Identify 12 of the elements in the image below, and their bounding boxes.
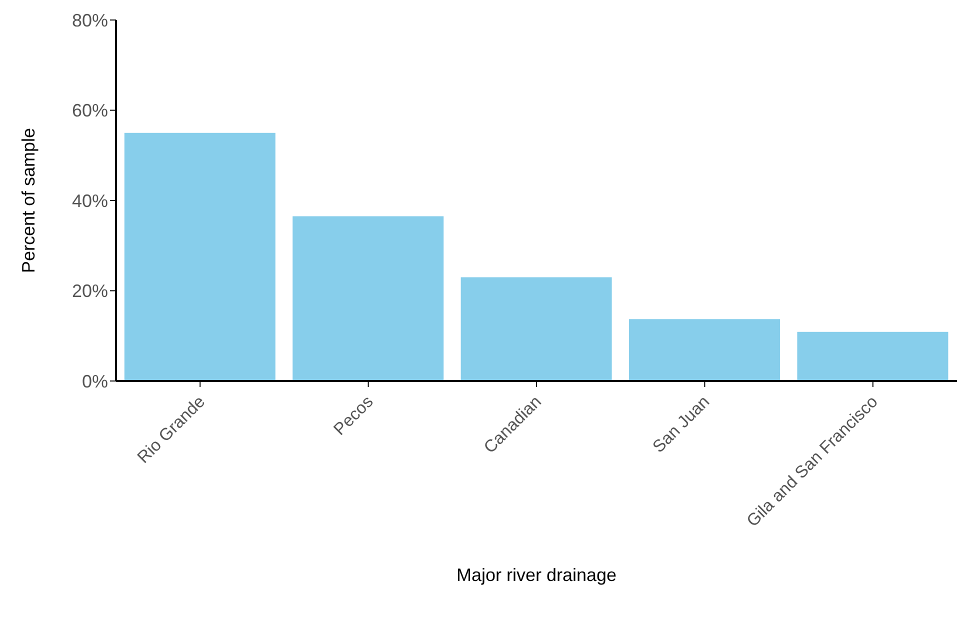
y-axis-title: Percent of sample: [18, 128, 38, 274]
bar: [124, 132, 276, 381]
bar: [292, 216, 444, 381]
y-tick-label: 80%: [72, 10, 108, 30]
bar: [797, 332, 948, 381]
x-axis-title: Major river drainage: [456, 565, 617, 585]
y-tick-label: 60%: [72, 100, 108, 121]
bar: [460, 277, 612, 381]
bar: [629, 319, 780, 381]
y-tick-label: 40%: [72, 190, 108, 211]
y-tick-label: 0%: [82, 371, 108, 392]
y-tick-label: 20%: [72, 281, 108, 302]
